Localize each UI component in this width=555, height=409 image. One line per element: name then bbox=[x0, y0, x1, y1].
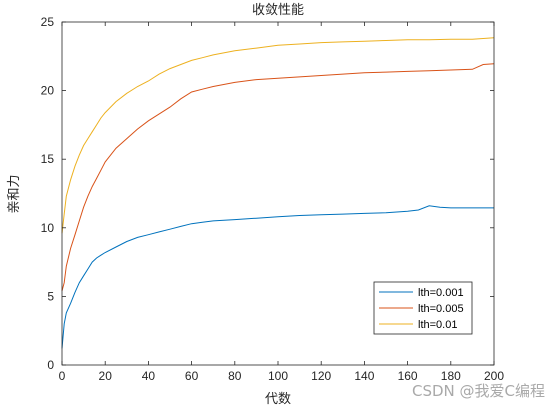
series-line-2 bbox=[61, 63, 495, 292]
chart-title: 收敛性能 bbox=[252, 2, 304, 18]
series-layer bbox=[61, 37, 495, 349]
x-tick-label: 140 bbox=[354, 369, 374, 383]
x-tick-label: 0 bbox=[59, 369, 66, 383]
series-line-3 bbox=[61, 37, 495, 234]
x-tick-label: 40 bbox=[142, 369, 156, 383]
x-axis-label: 代数 bbox=[265, 392, 291, 407]
legend-label-2: lth=0.005 bbox=[418, 303, 464, 315]
watermark-text: CSDN @我爱C编程 bbox=[411, 382, 545, 400]
x-tick-label: 60 bbox=[185, 369, 199, 383]
legend-label-1: lth=0.001 bbox=[418, 287, 464, 299]
y-tick-label: 0 bbox=[47, 358, 54, 372]
y-tick-label: 20 bbox=[41, 84, 55, 98]
x-tick-label: 20 bbox=[99, 369, 113, 383]
y-axis-label: 亲和力 bbox=[7, 174, 22, 213]
y-tick-label: 5 bbox=[47, 289, 54, 303]
y-tick-label: 10 bbox=[41, 221, 55, 235]
legend-label-3: lth=0.01 bbox=[418, 319, 457, 331]
y-tick-label: 15 bbox=[41, 152, 55, 166]
ticks-layer: 0 20 40 60 80 100 120 140 160 180 200 0 5 10 15 20 25 bbox=[41, 15, 505, 383]
x-tick-label: 160 bbox=[398, 369, 418, 383]
x-tick-label: 200 bbox=[484, 369, 504, 383]
y-tick-label: 25 bbox=[41, 15, 55, 29]
x-tick-label: 80 bbox=[228, 369, 242, 383]
legend: lth=0.001 lth=0.005 lth=0.01 bbox=[373, 281, 473, 335]
series-line-1 bbox=[61, 205, 494, 349]
x-tick-label: 180 bbox=[441, 369, 461, 383]
x-tick-label: 120 bbox=[311, 369, 331, 383]
x-tick-label: 100 bbox=[268, 369, 288, 383]
